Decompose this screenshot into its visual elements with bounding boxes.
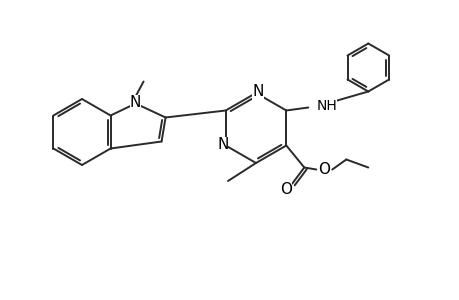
Text: O: O bbox=[280, 182, 291, 197]
Text: O: O bbox=[318, 162, 330, 177]
Text: N: N bbox=[252, 85, 263, 100]
Text: N: N bbox=[129, 95, 141, 110]
Text: N: N bbox=[217, 137, 228, 152]
Text: NH: NH bbox=[316, 98, 336, 112]
